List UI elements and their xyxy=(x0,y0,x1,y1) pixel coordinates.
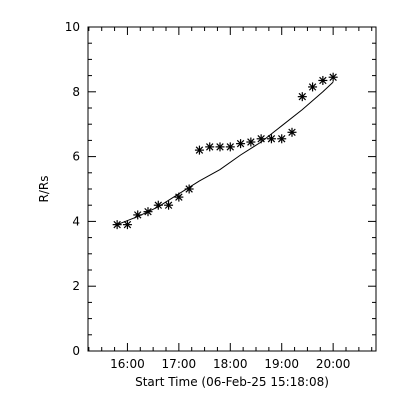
data-point xyxy=(287,127,297,137)
data-point xyxy=(266,134,276,144)
data-point xyxy=(122,220,132,230)
x-axis-ticks: 16:00 17:00 18:00 19:00 20:00 xyxy=(88,27,373,371)
data-point xyxy=(236,139,246,149)
x-tick-label: 17:00 xyxy=(162,357,197,371)
data-point xyxy=(225,142,235,152)
x-axis-label: Start Time (06-Feb-25 15:18:08) xyxy=(135,375,329,389)
data-point xyxy=(184,184,194,194)
data-point xyxy=(194,145,204,155)
y-axis-ticks: 0 2 4 6 8 10 xyxy=(65,20,376,358)
x-tick-label: 18:00 xyxy=(213,357,248,371)
data-point xyxy=(318,75,328,85)
data-point xyxy=(297,92,307,102)
data-point xyxy=(215,142,225,152)
data-point xyxy=(328,72,338,82)
data-point xyxy=(256,134,266,144)
y-tick-label: 10 xyxy=(65,20,80,34)
y-axis-label: R/Rs xyxy=(37,176,51,203)
y-tick-label: 6 xyxy=(72,150,80,164)
data-point xyxy=(174,192,184,202)
data-point xyxy=(164,200,174,210)
data-point xyxy=(153,200,163,210)
data-point xyxy=(246,137,256,147)
y-tick-label: 0 xyxy=(72,344,80,358)
data-point xyxy=(277,134,287,144)
fit-line xyxy=(116,81,334,226)
x-tick-label: 16:00 xyxy=(110,357,145,371)
y-tick-label: 2 xyxy=(72,279,80,293)
data-point xyxy=(133,210,143,220)
y-tick-label: 4 xyxy=(72,214,80,228)
x-tick-label: 19:00 xyxy=(264,357,299,371)
data-points xyxy=(112,72,338,230)
data-point xyxy=(205,142,215,152)
y-tick-label: 8 xyxy=(72,85,80,99)
data-point xyxy=(112,220,122,230)
data-point xyxy=(143,207,153,217)
x-tick-label: 20:00 xyxy=(316,357,351,371)
data-point xyxy=(308,82,318,92)
